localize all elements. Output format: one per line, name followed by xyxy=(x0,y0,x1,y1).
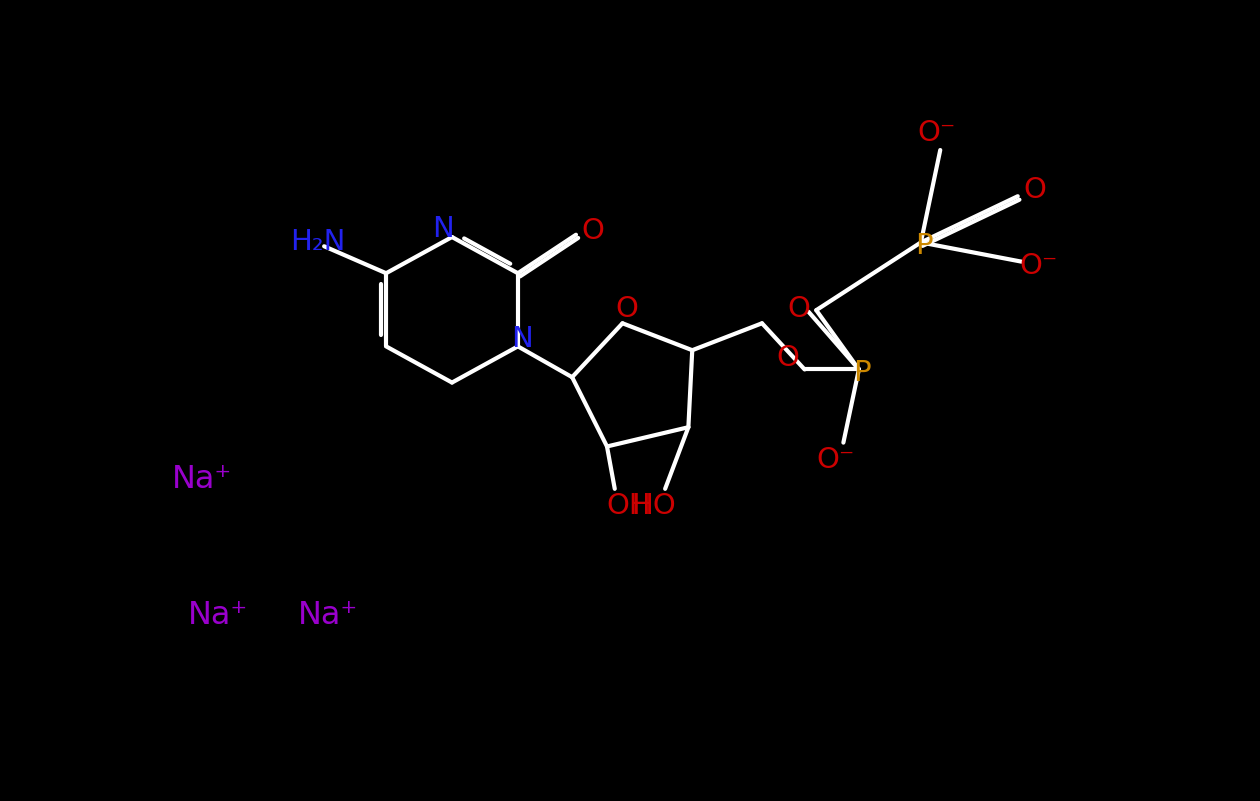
Text: O⁻: O⁻ xyxy=(917,119,955,147)
Text: O: O xyxy=(1023,176,1046,204)
Text: H₂N: H₂N xyxy=(290,228,345,256)
Text: Na⁺: Na⁺ xyxy=(173,464,233,495)
Text: P: P xyxy=(853,359,871,387)
Text: N: N xyxy=(510,324,533,352)
Text: O⁻: O⁻ xyxy=(816,445,854,473)
Text: P: P xyxy=(915,231,932,260)
Text: O: O xyxy=(615,296,638,324)
Text: N: N xyxy=(432,215,454,244)
Text: HO: HO xyxy=(631,492,675,520)
Text: O⁻: O⁻ xyxy=(1019,252,1058,280)
Text: Na⁺: Na⁺ xyxy=(188,601,248,631)
Text: O: O xyxy=(788,295,810,323)
Text: Na⁺: Na⁺ xyxy=(297,601,358,631)
Text: O: O xyxy=(582,217,605,245)
Text: OH: OH xyxy=(606,492,651,520)
Text: O: O xyxy=(776,344,799,372)
